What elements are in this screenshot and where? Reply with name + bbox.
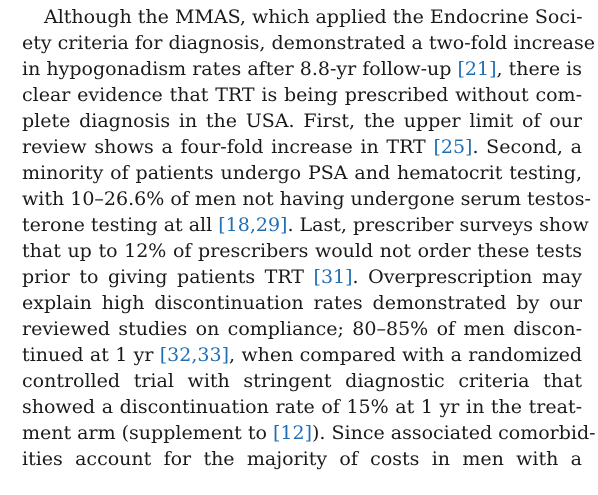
text-segment: terone testing at all	[22, 214, 219, 236]
text-line: clear evidence that TRT is being prescri…	[22, 82, 582, 108]
text-segment: ment arm (supplement to	[22, 422, 273, 444]
text-line: controlled trial with stringent diagnost…	[22, 368, 582, 394]
text-line: ment arm (supplement to [12]). Since ass…	[22, 420, 596, 446]
text-line: prior to giving patients TRT [31]. Overp…	[22, 264, 582, 290]
text-segment: ety criteria for diagnosis, demonstrated…	[22, 32, 595, 54]
text-line: explain high discontinuation rates demon…	[22, 290, 582, 316]
citation-link[interactable]: [32,33]	[159, 344, 229, 366]
citation-link[interactable]: [12]	[272, 422, 312, 444]
text-segment: that up to 12% of prescribers would not …	[22, 240, 582, 262]
text-segment: ities account for the majority of costs …	[22, 448, 582, 470]
text-line: in hypogonadism rates after 8.8-yr follo…	[22, 56, 582, 82]
citation-link[interactable]: [21]	[457, 58, 497, 80]
text-segment: . Second, a	[472, 136, 582, 158]
text-segment: with 10–26.6% of men not having undergon…	[22, 188, 591, 210]
text-segment: Although the MMAS, which applied the End…	[44, 6, 583, 28]
text-segment: , there is	[496, 58, 583, 80]
text-line: with 10–26.6% of men not having undergon…	[22, 186, 591, 212]
text-line: Although the MMAS, which applied the End…	[22, 4, 583, 30]
text-segment: clear evidence that TRT is being prescri…	[22, 84, 582, 106]
text-segment: controlled trial with stringent diagnost…	[22, 370, 582, 392]
text-segment: tinued at 1 yr	[22, 344, 160, 366]
text-segment: showed a discontinuation rate of 15% at …	[22, 396, 582, 418]
text-line: reviewed studies on compliance; 80–85% o…	[22, 316, 582, 342]
text-line: ety criteria for diagnosis, demonstrated…	[22, 30, 595, 56]
text-segment: prior to giving patients TRT	[22, 266, 314, 288]
text-segment: . Overprescription may	[352, 266, 582, 288]
citation-link[interactable]: [31]	[313, 266, 353, 288]
text-segment: . Last, prescriber surveys show	[287, 214, 589, 236]
text-segment: , when compared with a randomized	[228, 344, 583, 366]
text-segment: plete diagnosis in the USA. First, the u…	[22, 110, 582, 132]
text-segment: in hypogonadism rates after 8.8-yr follo…	[22, 58, 458, 80]
text-segment: reviewed studies on compliance; 80–85% o…	[22, 318, 582, 340]
citation-link[interactable]: [18,29]	[218, 214, 288, 236]
text-line: minority of patients undergo PSA and hem…	[22, 160, 582, 186]
text-segment: ). Since associated comorbid-	[312, 422, 596, 444]
citation-link[interactable]: [25]	[433, 136, 473, 158]
text-line: tinued at 1 yr [32,33], when compared wi…	[22, 342, 582, 368]
text-line: ities account for the majority of costs …	[22, 446, 582, 472]
text-segment: review shows a four-fold increase in TRT	[22, 136, 434, 158]
text-line: terone testing at all [18,29]. Last, pre…	[22, 212, 589, 238]
text-line: showed a discontinuation rate of 15% at …	[22, 394, 582, 420]
text-line: plete diagnosis in the USA. First, the u…	[22, 108, 582, 134]
body-paragraph: Although the MMAS, which applied the End…	[22, 4, 596, 472]
text-line: that up to 12% of prescribers would not …	[22, 238, 582, 264]
text-segment: minority of patients undergo PSA and hem…	[22, 162, 582, 184]
text-line: review shows a four-fold increase in TRT…	[22, 134, 582, 160]
text-segment: explain high discontinuation rates demon…	[22, 292, 582, 314]
